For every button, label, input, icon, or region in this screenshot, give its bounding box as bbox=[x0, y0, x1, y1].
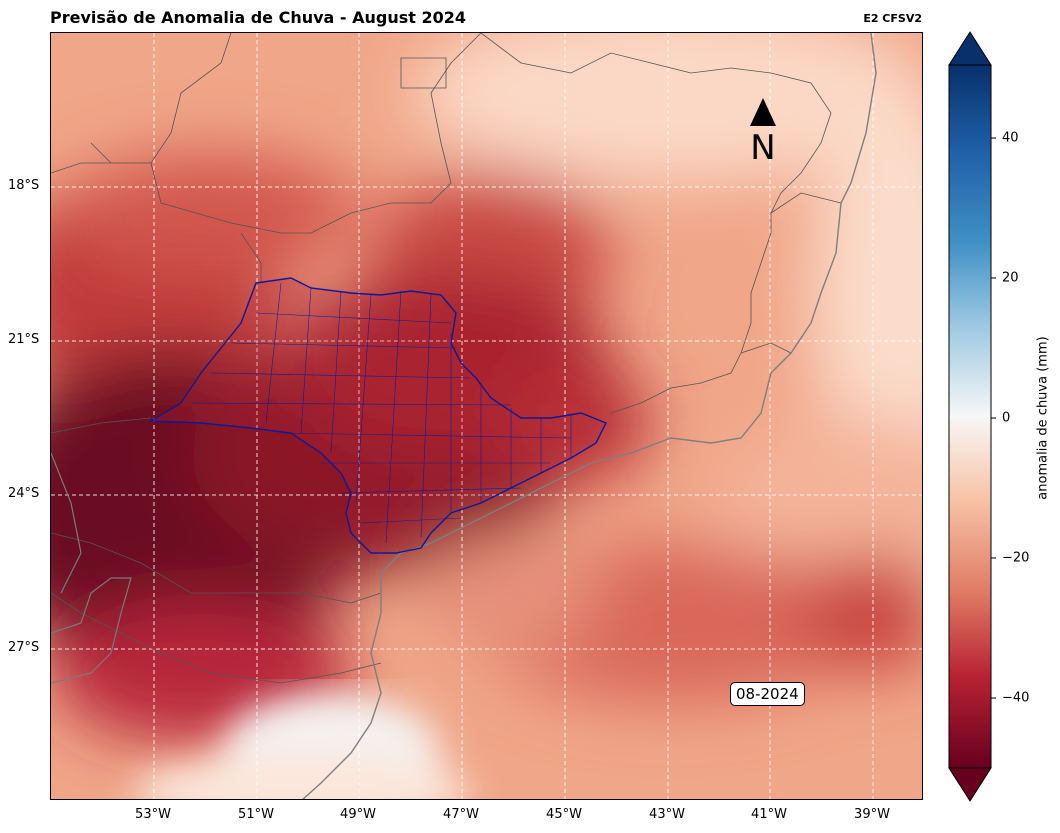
lat-label: 18°S bbox=[8, 178, 40, 193]
lat-label: 27°S bbox=[8, 640, 40, 655]
colorbar-tick: 40 bbox=[1002, 130, 1019, 146]
north-arrow: N bbox=[748, 98, 778, 168]
lat-label: 21°S bbox=[8, 332, 40, 347]
lon-label: 45°W bbox=[546, 807, 582, 822]
colorbar-tick: 0 bbox=[1002, 410, 1011, 426]
lat-label: 24°S bbox=[8, 486, 40, 501]
colorbar bbox=[948, 31, 996, 802]
lon-label: 49°W bbox=[340, 807, 376, 822]
graticule bbox=[51, 33, 922, 799]
colorbar-tick: −40 bbox=[1002, 690, 1030, 706]
highlighted-state bbox=[148, 277, 607, 554]
model-label: E2 CFSV2 bbox=[863, 12, 922, 25]
map-panel[interactable] bbox=[50, 32, 923, 800]
lon-label: 47°W bbox=[443, 807, 479, 822]
colorbar-tick: 20 bbox=[1002, 270, 1019, 286]
north-label: N bbox=[750, 128, 776, 168]
lon-label: 53°W bbox=[135, 807, 171, 822]
map-title: Previsão de Anomalia de Chuva - August 2… bbox=[50, 8, 467, 27]
anomaly-map bbox=[51, 33, 922, 799]
colorbar-tick: −20 bbox=[1002, 550, 1030, 566]
near-zero-anomaly bbox=[131, 693, 471, 799]
country-borders bbox=[51, 452, 132, 684]
colorbar-label: anomalia de chuva (mm) bbox=[1035, 336, 1051, 500]
coastline bbox=[302, 33, 877, 799]
north-arrow-icon bbox=[750, 98, 776, 126]
date-label: 08-2024 bbox=[730, 682, 805, 706]
lon-label: 41°W bbox=[751, 807, 787, 822]
lon-label: 39°W bbox=[854, 807, 890, 822]
state-borders bbox=[51, 33, 842, 684]
lon-label: 51°W bbox=[238, 807, 274, 822]
lon-label: 43°W bbox=[649, 807, 685, 822]
